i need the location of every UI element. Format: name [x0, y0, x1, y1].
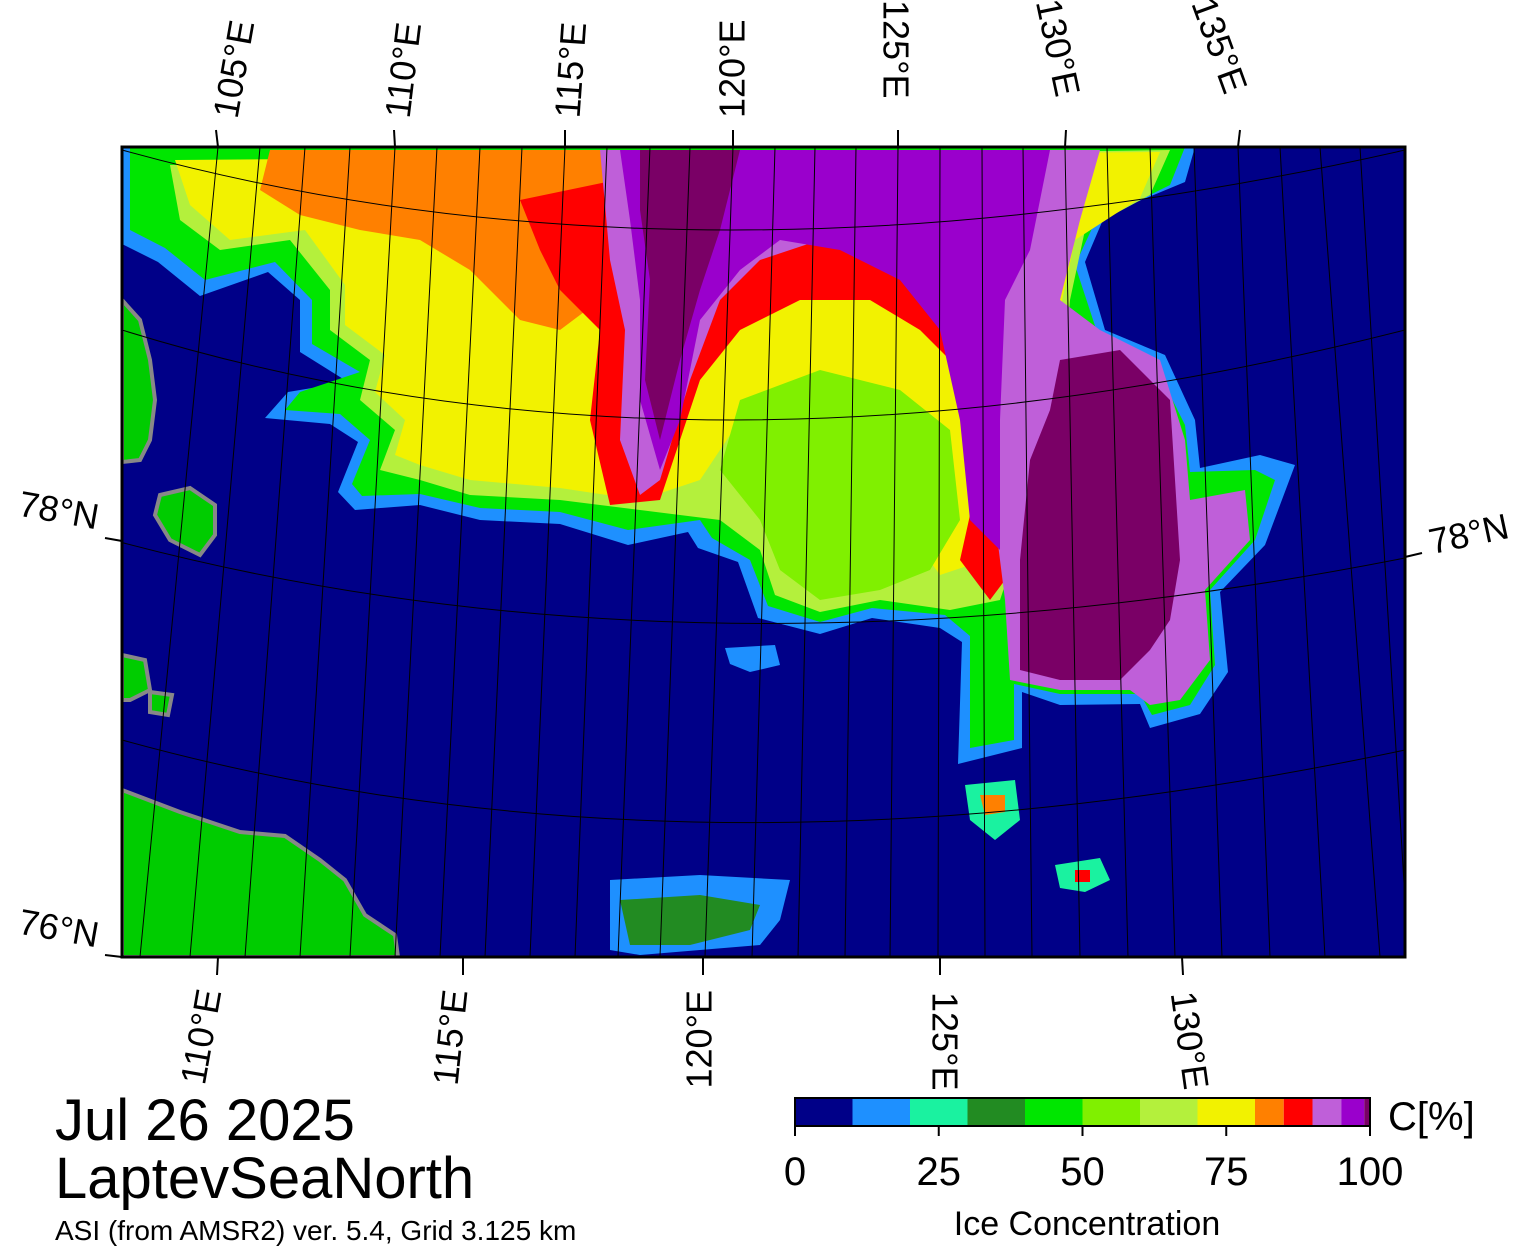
coordinate-label: 135°E	[1184, 0, 1256, 99]
region: LaptevSeaNorth	[55, 1146, 474, 1211]
ice-max	[640, 150, 740, 440]
coordinate-label: 125°E	[875, 0, 916, 98]
colorbar-bin	[795, 1098, 853, 1126]
ice-max	[1020, 350, 1180, 680]
map-frame	[120, 145, 1407, 959]
coordinate-label: 78°N	[1425, 505, 1512, 562]
colorbar-unit: C[%]	[1388, 1095, 1475, 1139]
colorbar-bin	[1197, 1098, 1255, 1126]
date: Jul 26 2025	[55, 1088, 355, 1153]
colorbar-bin	[1255, 1098, 1284, 1126]
ice-green-core	[720, 370, 960, 600]
land	[122, 297, 158, 465]
colorbar-bin	[1312, 1098, 1342, 1126]
colorbar-bin	[1364, 1098, 1370, 1126]
colorbar-tick-label: 0	[784, 1150, 806, 1194]
coordinate-label: 110°E	[172, 986, 229, 1087]
land	[148, 689, 175, 718]
colorbar-bin	[1283, 1098, 1313, 1126]
colorbar-bin	[1025, 1098, 1083, 1126]
land	[152, 485, 217, 558]
coordinate-label: 130°E	[1163, 989, 1217, 1092]
coordinate-label: 115°E	[425, 988, 476, 1088]
land	[122, 652, 153, 702]
colorbar: C[%] Ice Concentration 0 25 50 75 100	[784, 1095, 1475, 1243]
coordinate-label: 115°E	[547, 21, 595, 119]
ice-patch	[620, 895, 760, 945]
coordinate-label: 110°E	[377, 20, 429, 120]
ice-patch	[1075, 870, 1090, 882]
graticule	[122, 147, 1405, 957]
coordinate-label: 120°E	[679, 990, 720, 1088]
ice-patch	[980, 795, 1005, 815]
colorbar-bin	[1082, 1098, 1140, 1126]
map: 105°E 110°E 115°E 120°E 125°E 130°E 135°E 110°E…	[16, 0, 1513, 1092]
colorbar-bin	[910, 1098, 968, 1126]
coordinate-label: 120°E	[712, 20, 753, 118]
coordinate-label: 130°E	[1028, 0, 1089, 100]
colorbar-tick-label: 75	[1204, 1150, 1249, 1194]
colorbar-bin	[852, 1098, 910, 1126]
land	[122, 787, 401, 957]
colorbar-bin	[1341, 1098, 1365, 1126]
caption: Jul 26 2025 LaptevSeaNorth ASI (from AMS…	[55, 1088, 576, 1246]
colorbar-tick-label: 100	[1337, 1150, 1404, 1194]
colorbar-bin	[967, 1098, 1025, 1126]
source: ASI (from AMSR2) ver. 5.4, Grid 3.125 km	[55, 1215, 576, 1246]
coordinate-label: 76°N	[16, 901, 102, 955]
colorbar-title: Ice Concentration	[954, 1205, 1221, 1243]
colorbar-bin	[1140, 1098, 1198, 1126]
colorbar-tick-label: 25	[917, 1150, 962, 1194]
coordinate-label: 78°N	[16, 483, 102, 537]
ice-violet	[620, 150, 1050, 550]
coordinate-labels: 105°E 110°E 115°E 120°E 125°E 130°E 135°E 110°E…	[16, 0, 1513, 1092]
colorbar-tick-label: 50	[1060, 1150, 1105, 1194]
coordinate-label: 125°E	[924, 992, 965, 1090]
ice-patch	[725, 645, 780, 672]
coordinate-label: 105°E	[205, 17, 262, 121]
ticks	[104, 129, 1423, 976]
